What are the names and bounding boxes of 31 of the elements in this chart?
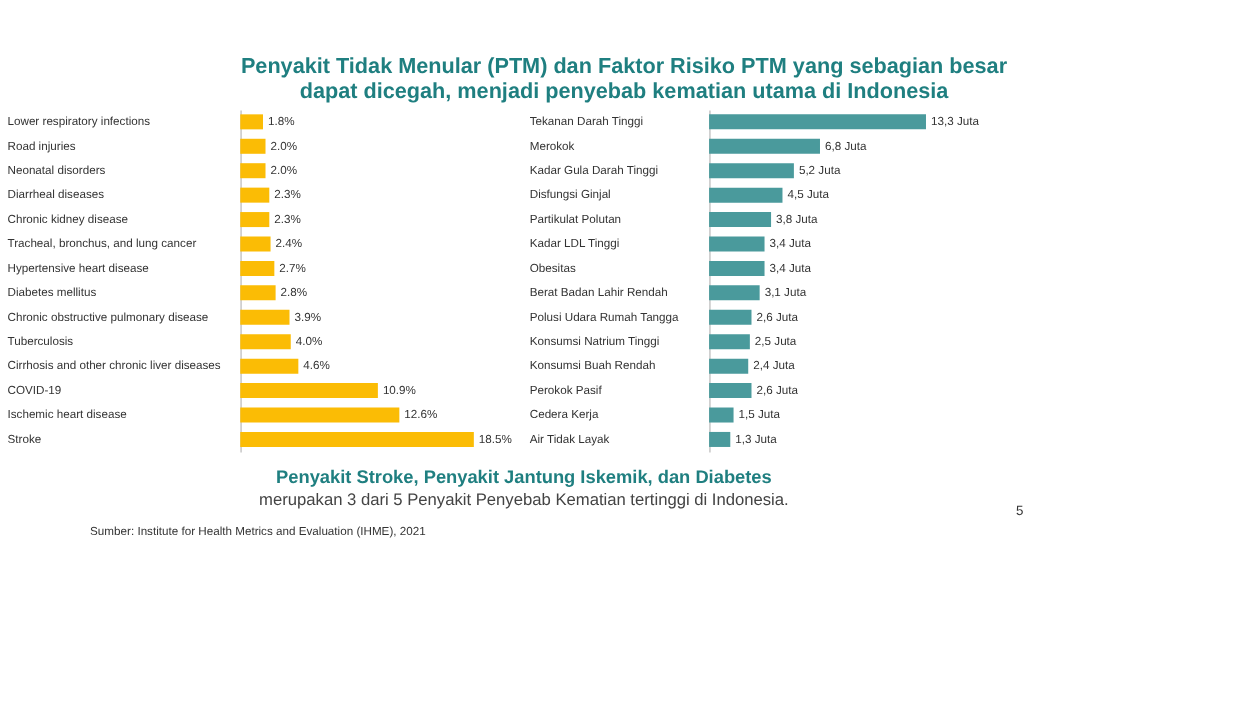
bar: [709, 163, 794, 179]
bar: [709, 407, 734, 423]
bar: [240, 334, 291, 350]
bar: [240, 138, 266, 154]
bar: [240, 260, 275, 276]
bar: [709, 285, 760, 301]
text: Penyakit Stroke, Penyakit Jantung Iskemik, dan Diabetes: [276, 467, 772, 488]
bar: [240, 431, 474, 447]
bar: [709, 138, 820, 154]
bar: [709, 334, 750, 350]
bar: [240, 358, 299, 374]
bar: [240, 236, 271, 252]
bar: [240, 212, 270, 228]
bar: [240, 407, 400, 423]
bar: [709, 383, 752, 399]
bar: [240, 114, 263, 130]
bar: [709, 431, 731, 447]
bar: [240, 309, 290, 325]
bar: [709, 114, 926, 130]
bar: [240, 285, 276, 301]
bar: [240, 163, 266, 179]
bar: [240, 383, 378, 399]
bar: [709, 260, 765, 276]
bar: [709, 358, 749, 374]
text: merupakan 3 dari 5 Penyakit Penyebab Kematian tertinggi di Indonesia.: [259, 489, 789, 510]
bar: [709, 236, 765, 252]
bar: [709, 187, 783, 203]
bar: [709, 309, 752, 325]
bar: [240, 187, 270, 203]
text: Penyakit Tidak Menular (PTM) dan Faktor Risiko PTM yang sebagian besar dapat dicegah, menjadi penyebab kematian utama di Indonesia: [240, 54, 1009, 104]
bar: [709, 212, 772, 228]
